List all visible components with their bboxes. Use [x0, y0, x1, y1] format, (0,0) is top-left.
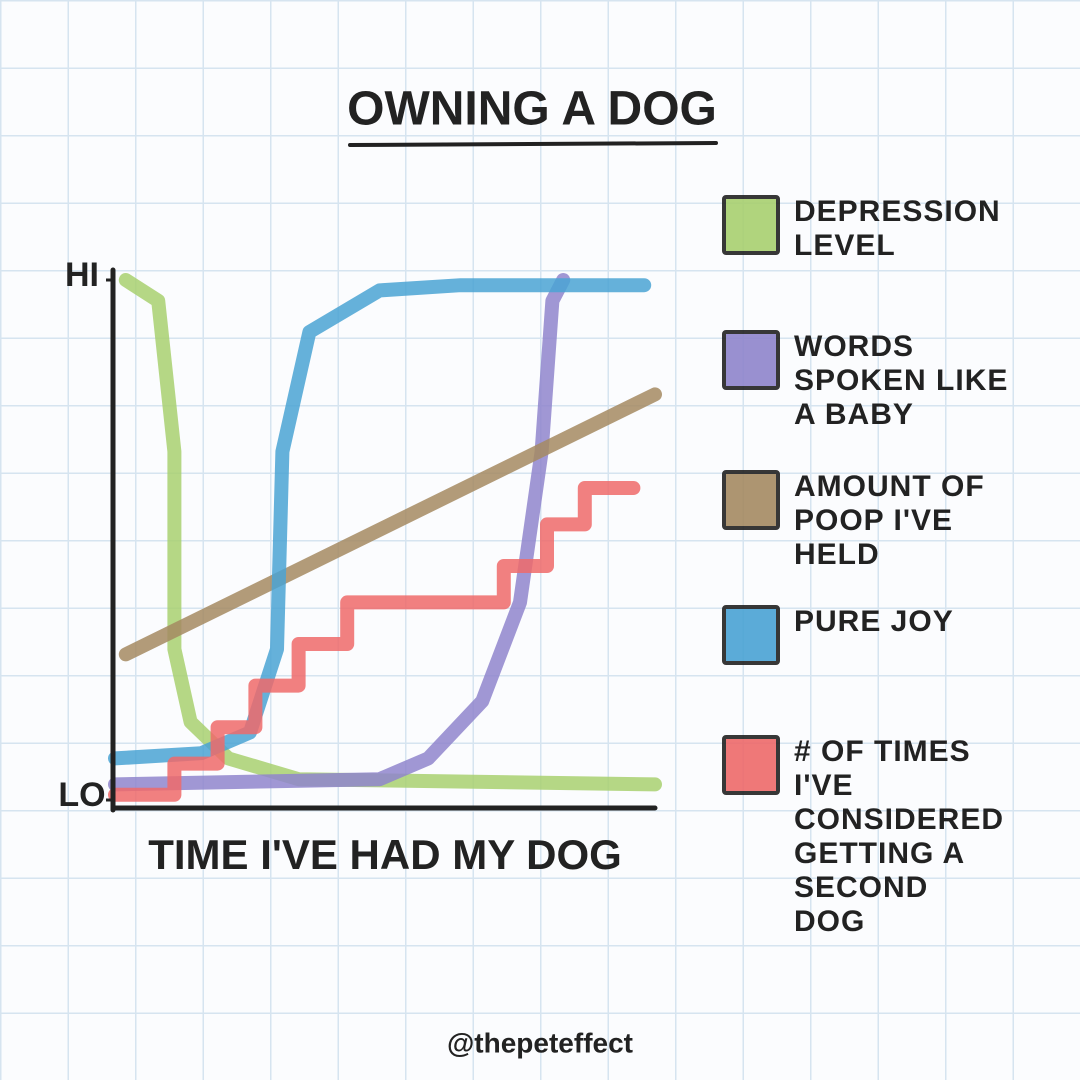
legend-swatch — [722, 735, 780, 795]
legend-label: # OF TIMES I'VE CONSIDERED GETTING A SEC… — [794, 735, 1005, 938]
legend-item: AMOUNT OF POOP I'VE HELD — [722, 470, 1024, 572]
title-underline — [348, 141, 718, 147]
y-tick-label: HI — [65, 256, 99, 294]
legend-item: WORDS SPOKEN LIKE A BABY — [722, 330, 1024, 432]
series-line — [118, 273, 662, 792]
series-line — [108, 481, 641, 802]
legend-swatch — [722, 470, 780, 530]
legend-label: DEPRESSION LEVEL — [794, 195, 1001, 262]
series-line — [108, 273, 571, 792]
y-tick-label: LO — [58, 776, 105, 814]
legend-item: # OF TIMES I'VE CONSIDERED GETTING A SEC… — [722, 735, 1005, 939]
legend-label: WORDS SPOKEN LIKE A BABY — [794, 330, 1009, 431]
legend-swatch — [722, 195, 780, 255]
series-line — [118, 387, 662, 662]
legend-swatch — [722, 605, 780, 665]
legend-item: DEPRESSION LEVEL — [722, 195, 1024, 263]
legend-label: PURE JOY — [794, 605, 954, 638]
legend-label: AMOUNT OF POOP I'VE HELD — [794, 470, 985, 571]
chart-title: OWNING A DOG — [347, 83, 717, 136]
legend-swatch — [722, 330, 780, 390]
x-axis-label: TIME I'VE HAD MY DOG — [148, 831, 622, 878]
credit: @thepeteffect — [447, 1027, 633, 1058]
legend-item: PURE JOY — [722, 605, 1024, 665]
